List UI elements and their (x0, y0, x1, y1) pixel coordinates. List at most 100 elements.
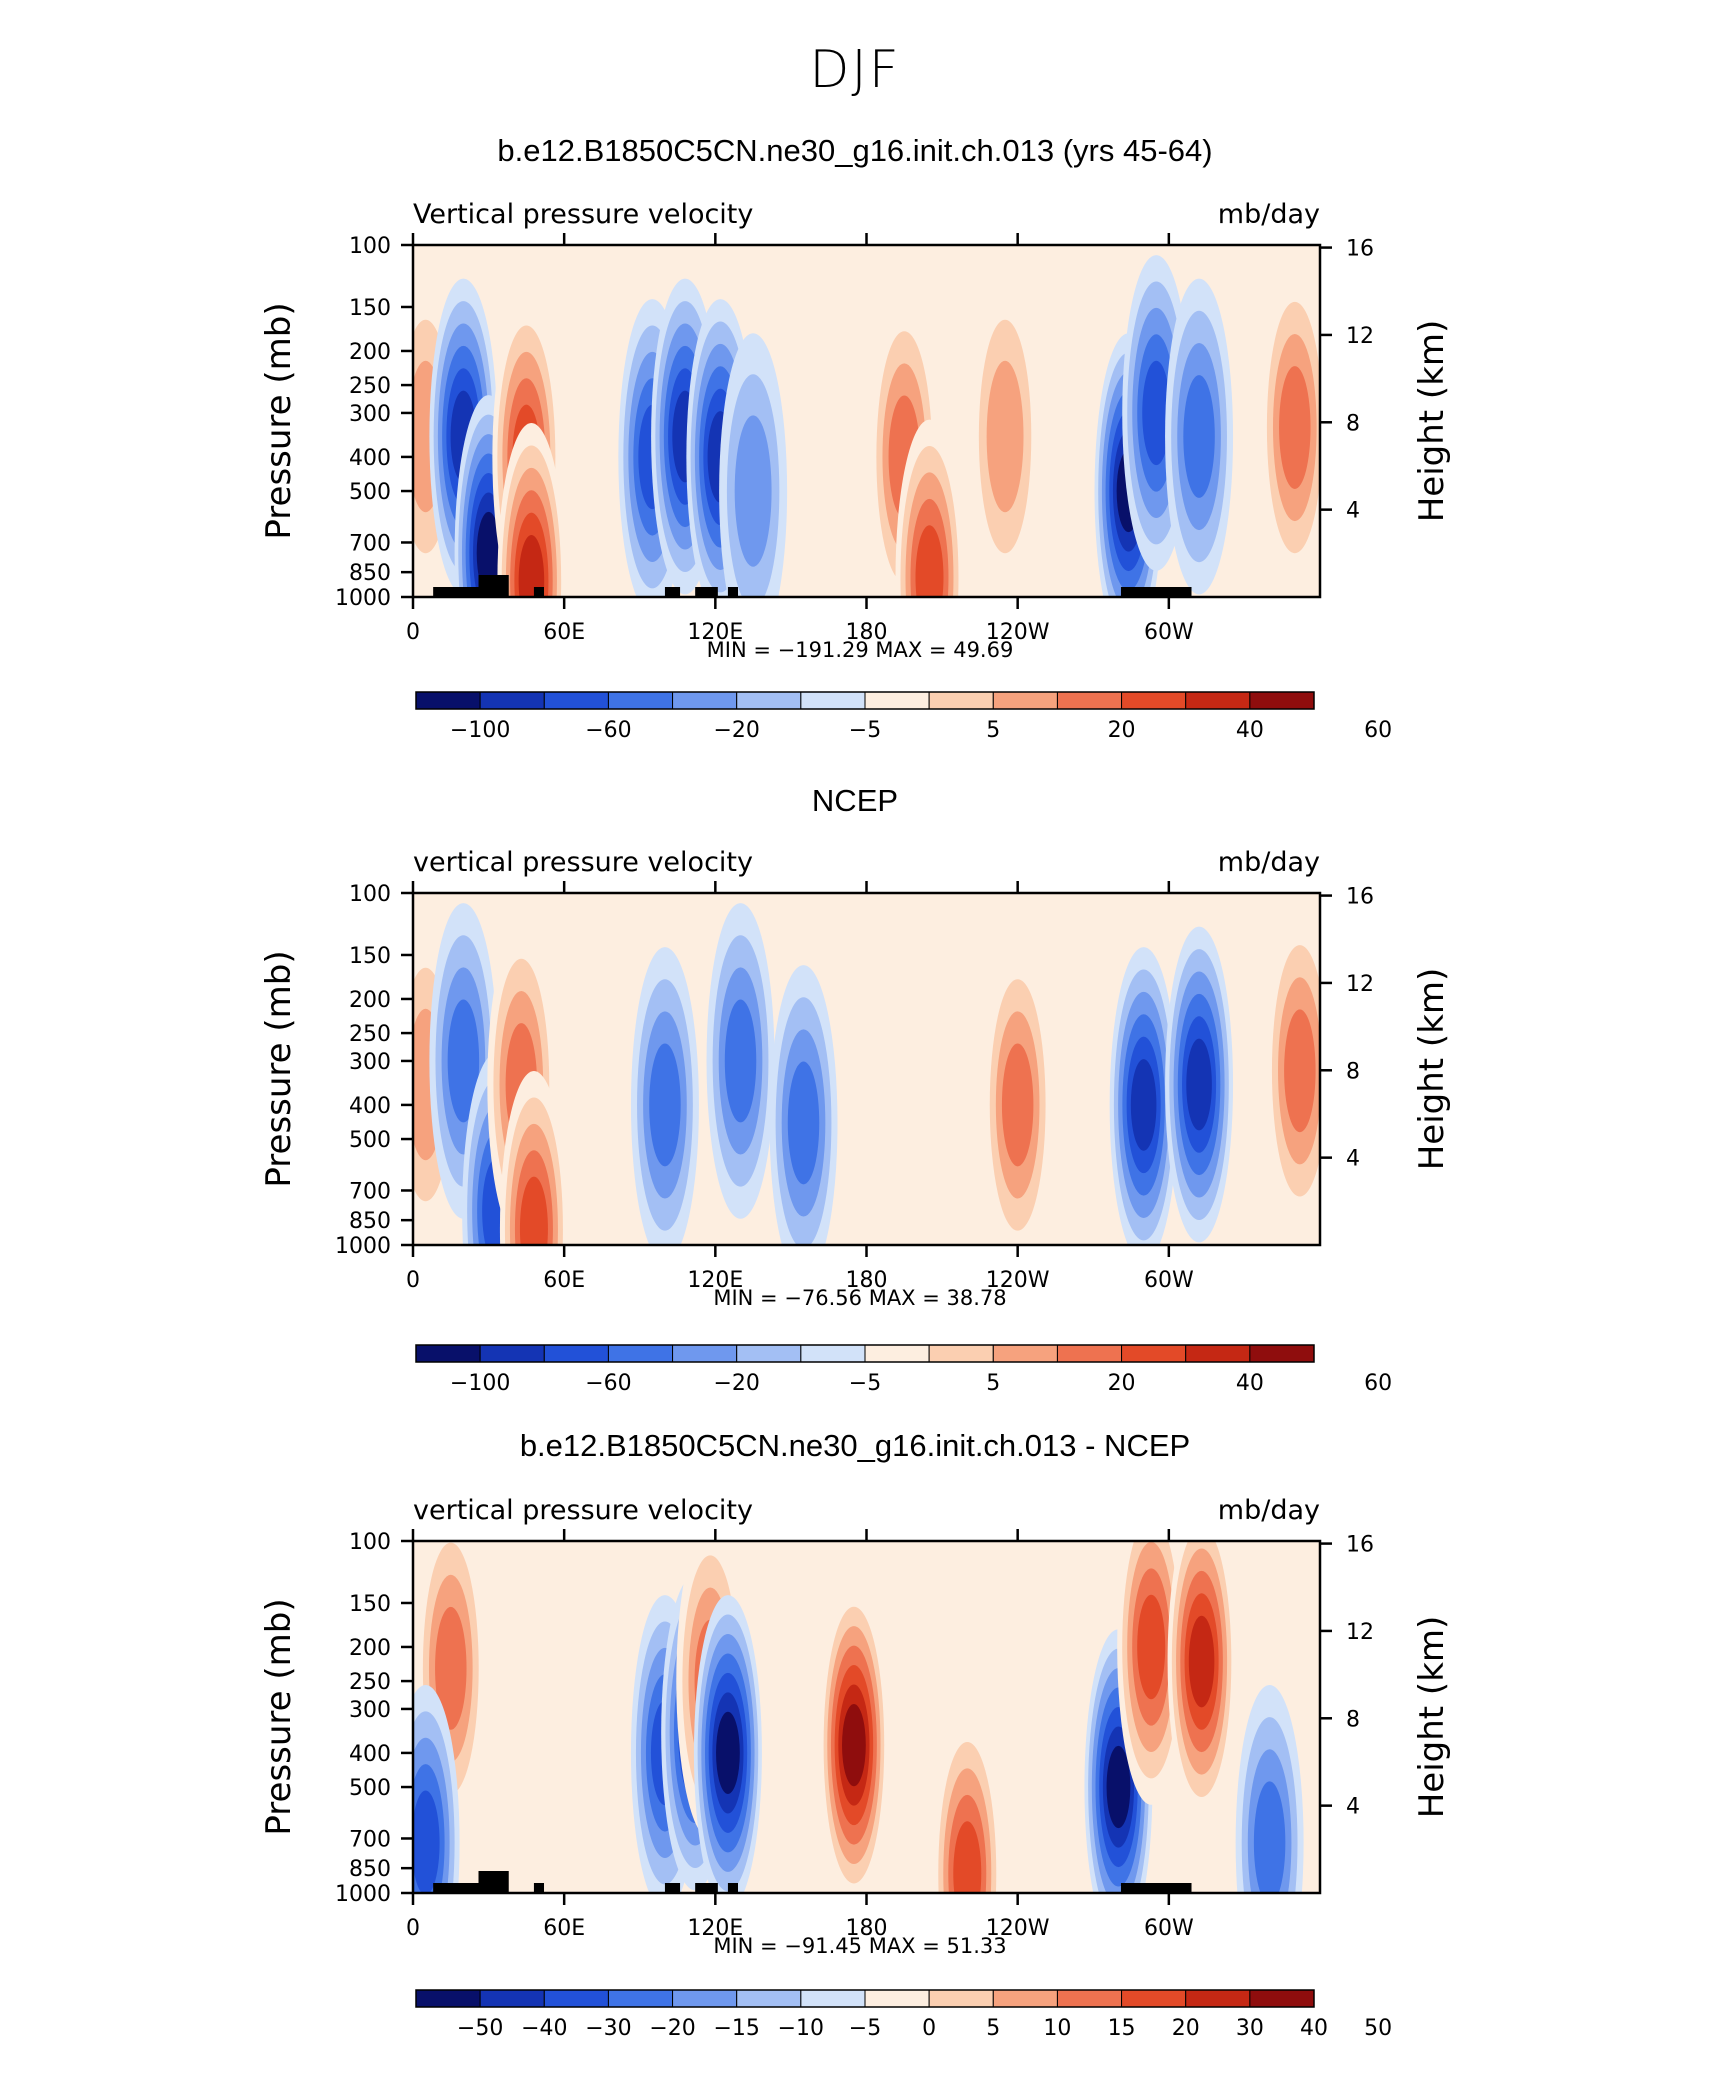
colorbar-label: 60 (1364, 1371, 1392, 1396)
x-tick-label: 60E (543, 1916, 585, 1941)
colorbar-swatch (1185, 691, 1251, 710)
x-tick-label: 60W (1144, 1268, 1194, 1293)
colorbar-swatch (1121, 1989, 1187, 2008)
colorbar-swatch (928, 691, 994, 710)
colorbar-swatch (672, 1989, 738, 2008)
colorbar-swatch (736, 691, 802, 710)
y-tick-label: 500 (349, 480, 391, 505)
contour-6-4 (649, 1043, 681, 1167)
y-tick-label: 400 (349, 446, 391, 471)
y-axis-title: Pressure (mb) (259, 1598, 299, 1835)
y-tick-label: 850 (349, 561, 391, 586)
topography-4 (695, 1883, 718, 1893)
colorbar-swatch (992, 1989, 1058, 2008)
panel-title: NCEP (812, 783, 898, 818)
colorbar-label: −10 (778, 2016, 824, 2041)
contour-12-3 (986, 360, 1024, 513)
y-tick-label: 300 (349, 402, 391, 427)
contour-8-4 (787, 1061, 820, 1185)
colorbar-swatch (672, 1344, 738, 1363)
contour-11-6 (1188, 1615, 1215, 1708)
contour-10-5 (1137, 1594, 1166, 1700)
x-tick-label: 60E (543, 620, 585, 645)
contour-5-6 (518, 535, 545, 597)
colorbar-swatch (543, 691, 609, 710)
figure-title: DJF (809, 40, 901, 100)
y-tick-label: 400 (349, 1094, 391, 1119)
y2-tick-label: 4 (1346, 1795, 1360, 1820)
y-tick-label: 250 (349, 1022, 391, 1047)
x-tick-label: 0 (406, 620, 420, 645)
colorbar-label: −100 (450, 1371, 510, 1396)
colorbar-label: 40 (1300, 2016, 1328, 2041)
y-tick-label: 1000 (335, 1234, 391, 1259)
y-tick-label: 300 (349, 1698, 391, 1723)
colorbar-swatch (736, 1989, 802, 2008)
y-tick-label: 150 (349, 296, 391, 321)
topography-5 (727, 1883, 739, 1893)
x-tick-label: 0 (406, 1916, 420, 1941)
topography-1 (433, 587, 504, 597)
y-tick-label: 700 (349, 1179, 391, 1204)
panel-2: NCEP vertical pressure velocity mb/day 0 60E… (259, 783, 1452, 1396)
colorbar-swatch (864, 1344, 930, 1363)
colorbar-swatch (607, 1344, 674, 1363)
topography-4 (695, 587, 718, 597)
colorbar-swatch (543, 1344, 609, 1363)
colorbar-swatch (1121, 691, 1187, 710)
x-tick-label: 60W (1144, 620, 1194, 645)
y2-tick-label: 12 (1346, 1620, 1374, 1645)
y-tick-label: 200 (349, 988, 391, 1013)
y-tick-label: 1000 (335, 586, 391, 611)
contour-7-4 (724, 999, 757, 1123)
colorbar-label: −20 (649, 2016, 695, 2041)
contour-8-5 (953, 1821, 982, 1893)
min-max-stats: MIN = −76.56 MAX = 38.78 (713, 1286, 1006, 1310)
colorbar-label: 20 (1172, 2016, 1200, 2041)
contour-10-6 (1130, 1059, 1157, 1151)
colorbar-swatch (479, 1344, 545, 1363)
colorbar-swatch (1249, 1344, 1315, 1363)
colorbar-label: −20 (713, 1371, 759, 1396)
colorbar-label: 20 (1108, 1371, 1136, 1396)
y-axis-title: Pressure (mb) (259, 950, 299, 1187)
contour-5-5 (519, 1176, 548, 1245)
units-label: mb/day (1218, 1495, 1320, 1526)
colorbar-swatch (672, 691, 738, 710)
colorbar-swatch (992, 1344, 1058, 1363)
colorbar-label: 15 (1108, 2016, 1136, 2041)
topography-2 (533, 1883, 545, 1893)
y2-tick-label: 4 (1346, 1147, 1360, 1172)
panel-title: b.e12.B1850C5CN.ne30_g16.init.ch.013 - N… (520, 1428, 1190, 1463)
colorbar-swatch (800, 1989, 866, 2008)
panel-1: b.e12.B1850C5CN.ne30_g16.init.ch.013 (yr… (259, 133, 1452, 743)
colorbar-label: 10 (1043, 2016, 1071, 2041)
colorbar-label: −15 (713, 2016, 759, 2041)
colorbar-label: 0 (922, 2016, 936, 2041)
y-tick-label: 300 (349, 1050, 391, 1075)
x-tick-label: 180 (846, 1916, 888, 1941)
x-tick-label: 120W (986, 620, 1050, 645)
contour-6-7 (716, 1711, 740, 1795)
colorbar-swatch (543, 1989, 609, 2008)
colorbar-frame (415, 691, 1315, 710)
colorbar-swatch (1056, 1989, 1123, 2008)
colorbar-label: 40 (1236, 1371, 1264, 1396)
x-tick-label: 0 (406, 1268, 420, 1293)
y2-axis-title: Height (km) (1412, 968, 1452, 1171)
y-tick-label: 850 (349, 1857, 391, 1882)
colorbar-swatch (607, 1989, 674, 2008)
min-max-stats: MIN = −191.29 MAX = 49.69 (707, 638, 1014, 662)
colorbar-swatch (736, 1344, 802, 1363)
colorbar-swatch (1056, 1344, 1123, 1363)
variable-label: vertical pressure velocity (413, 1495, 753, 1526)
colorbar-label: 5 (986, 718, 1000, 743)
topography-3 (664, 1883, 681, 1893)
y2-tick-label: 12 (1346, 324, 1374, 349)
topography-3 (664, 587, 681, 597)
colorbar-swatch (928, 1344, 994, 1363)
colorbar-label: −5 (849, 718, 881, 743)
colorbar-swatch (415, 1344, 481, 1363)
colorbar-swatch (1249, 691, 1315, 710)
